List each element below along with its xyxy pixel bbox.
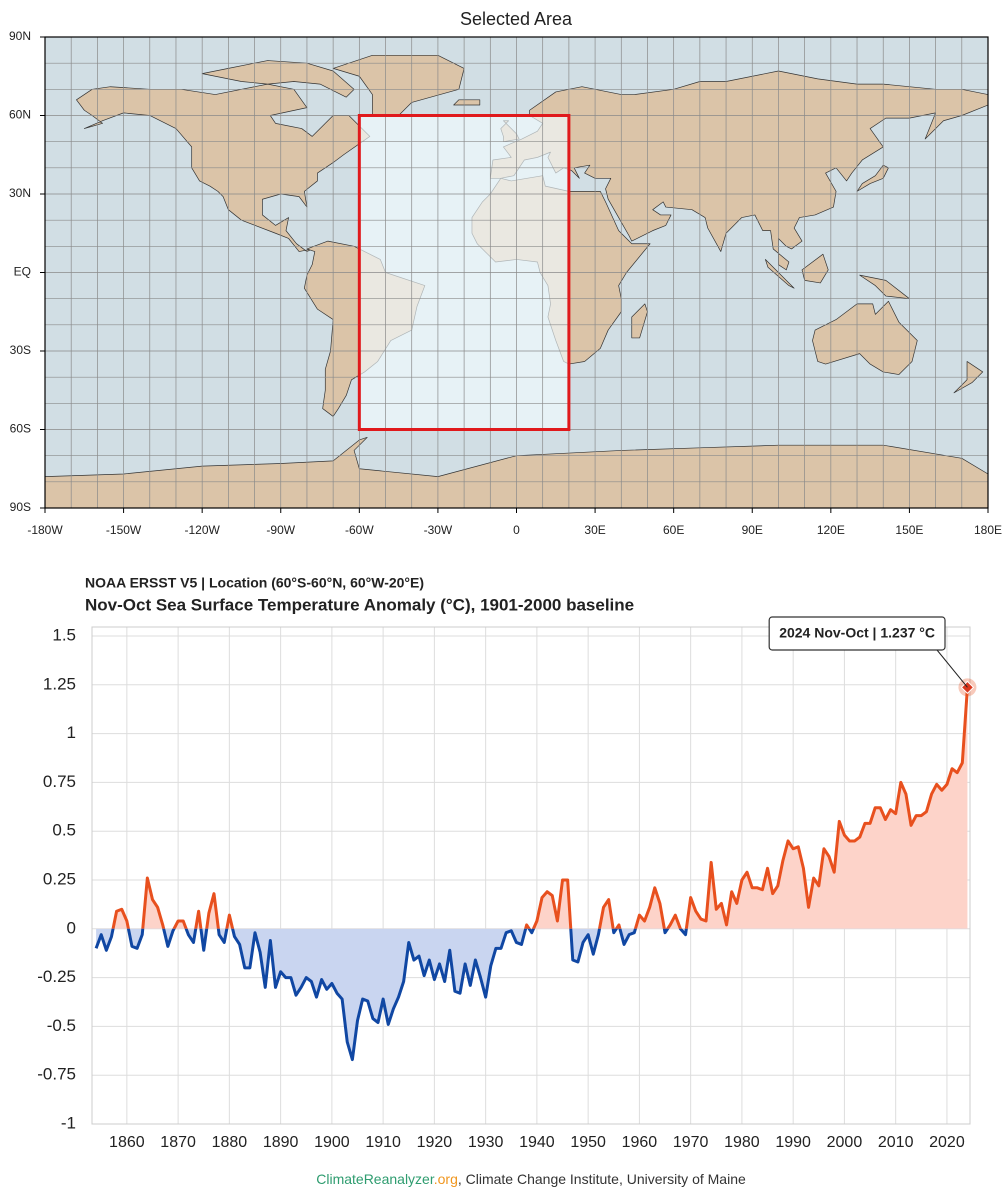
footer: ClimateReanalyzer.org, Climate Change In… xyxy=(316,1171,746,1187)
y-tick-label: 90N xyxy=(9,29,31,43)
x-tick-label: 180E xyxy=(974,523,1002,537)
eurasia xyxy=(490,71,988,270)
sumatra xyxy=(765,259,794,288)
area-below xyxy=(96,928,968,1060)
tooltip-leader xyxy=(936,649,968,688)
arctic-islands xyxy=(202,61,354,98)
y-tick-label: EQ xyxy=(14,265,31,279)
x-tick-label: 1970 xyxy=(673,1134,709,1151)
x-tick-label: 60E xyxy=(663,523,684,537)
borneo xyxy=(802,254,828,283)
plot-frame xyxy=(91,626,971,1125)
x-tick-label: 1930 xyxy=(468,1134,504,1151)
x-tick-label: 1890 xyxy=(263,1134,299,1151)
chart-title: Nov-Oct Sea Surface Temperature Anomaly … xyxy=(85,595,634,614)
x-tick-label: 1900 xyxy=(314,1134,350,1151)
japan xyxy=(857,165,888,191)
y-tick-label: 90S xyxy=(10,500,31,514)
x-tick-label: 1960 xyxy=(622,1134,658,1151)
x-tick-label: 2010 xyxy=(878,1134,914,1151)
x-tick-label: -90W xyxy=(266,523,295,537)
x-tick-label: 1940 xyxy=(519,1134,555,1151)
x-tick-label: 1880 xyxy=(212,1134,248,1151)
tooltip-box xyxy=(768,616,946,651)
region-border xyxy=(357,114,571,431)
y-tick-label: 1.25 xyxy=(43,674,76,693)
x-tick-label: -30W xyxy=(424,523,453,537)
x-tick-label: -120W xyxy=(184,523,220,537)
x-tick-label: 1990 xyxy=(775,1134,811,1151)
y-tick-label: -0.25 xyxy=(37,967,76,986)
x-tick-label: 30E xyxy=(584,523,605,537)
y-tick-label: 1.5 xyxy=(52,625,76,644)
x-tick-label: 1920 xyxy=(417,1134,453,1151)
x-tick-label: 1910 xyxy=(365,1134,401,1151)
x-tick-label: 1860 xyxy=(109,1134,145,1151)
x-tick-label: 150E xyxy=(895,523,923,537)
y-tick-label: -0.75 xyxy=(37,1065,76,1084)
y-tick-label: -1 xyxy=(61,1113,76,1132)
y-tick-label: 0 xyxy=(67,918,76,937)
y-tick-label: 60N xyxy=(9,108,31,122)
y-tick-label: 1 xyxy=(67,723,76,742)
y-tick-label: -0.5 xyxy=(47,1016,76,1035)
y-tick-label: 30N xyxy=(9,186,31,200)
new-guinea xyxy=(860,275,910,299)
y-tick-label: 0.25 xyxy=(43,869,76,888)
area-above xyxy=(113,687,968,929)
australia xyxy=(812,301,917,374)
line-below xyxy=(94,928,688,1062)
tooltip-text: 2024 Nov-Oct | 1.237 °C xyxy=(779,625,935,641)
x-tick-label: 1950 xyxy=(570,1134,606,1151)
x-tick-label: -180W xyxy=(27,523,63,537)
footer-site: ClimateReanalyzer xyxy=(316,1171,435,1187)
x-tick-label: 1980 xyxy=(724,1134,760,1151)
y-tick-label: 0.75 xyxy=(43,772,76,791)
chart-subtitle: NOAA ERSST V5 | Location (60°S-60°N, 60°… xyxy=(85,575,424,591)
madagascar xyxy=(632,304,648,338)
y-tick-label: 0.5 xyxy=(52,821,76,840)
x-tick-label: 1870 xyxy=(160,1134,196,1151)
x-tick-label: 120E xyxy=(817,523,845,537)
footer-credit: , Climate Change Institute, University o… xyxy=(458,1171,746,1187)
footer-domain: .org xyxy=(434,1171,458,1187)
map-title: Selected Area xyxy=(460,9,573,29)
x-tick-label: 90E xyxy=(742,523,763,537)
x-tick-label: 2000 xyxy=(827,1134,863,1151)
y-tick-label: 30S xyxy=(10,343,31,357)
x-tick-label: 0 xyxy=(513,523,520,537)
line-above xyxy=(111,687,969,929)
x-tick-label: -60W xyxy=(345,523,374,537)
x-tick-label: -150W xyxy=(106,523,142,537)
y-tick-label: 60S xyxy=(10,422,31,436)
x-tick-label: 2020 xyxy=(929,1134,965,1151)
iceland xyxy=(454,100,480,105)
